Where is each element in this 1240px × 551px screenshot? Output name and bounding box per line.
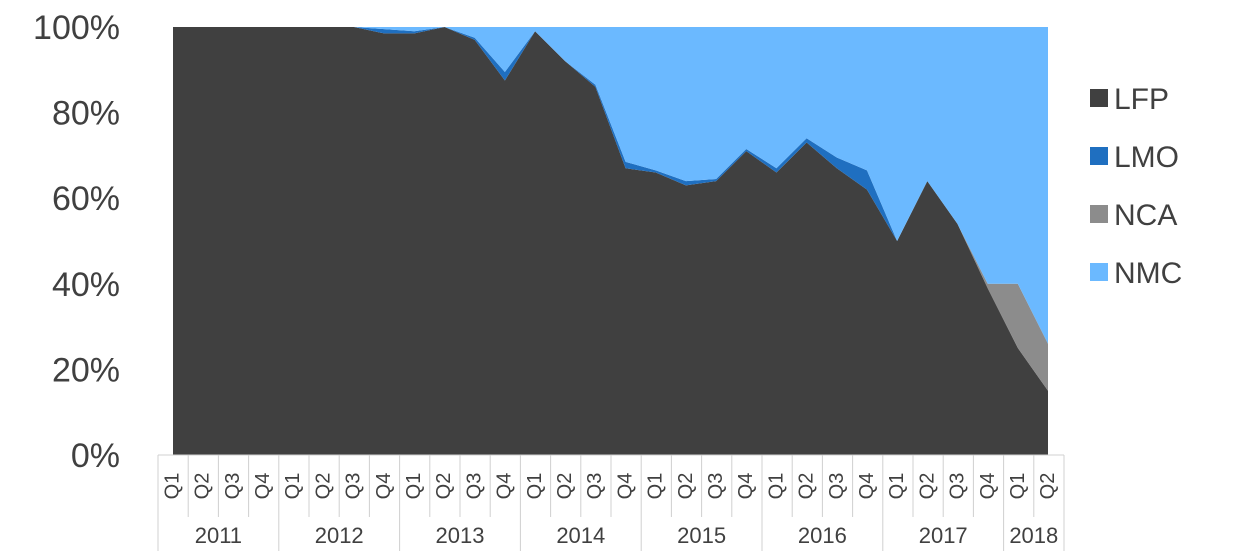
x-tick-label-quarter: Q2 xyxy=(916,473,938,500)
x-tick-label-year: 2014 xyxy=(556,523,605,548)
x-tick-label-year: 2013 xyxy=(436,523,485,548)
plot-areas xyxy=(173,27,1048,455)
y-tick-label: 60% xyxy=(52,180,120,218)
legend-swatch-nmc xyxy=(1090,263,1108,281)
x-tick-label-quarter: Q2 xyxy=(796,473,818,500)
legend-label-nmc: NMC xyxy=(1114,257,1182,290)
legend-swatch-lmo xyxy=(1090,147,1108,165)
x-tick-label-quarter: Q1 xyxy=(765,473,787,500)
x-tick-label-quarter: Q3 xyxy=(222,473,244,500)
x-tick-label-year: 2012 xyxy=(315,523,364,548)
legend-swatch-nca xyxy=(1090,205,1108,223)
x-tick-label-quarter: Q4 xyxy=(856,473,878,500)
x-tick-label-quarter: Q3 xyxy=(343,473,365,500)
x-tick-label-quarter: Q2 xyxy=(1037,473,1059,500)
x-tick-label-quarter: Q2 xyxy=(312,473,334,500)
y-tick-label: 20% xyxy=(52,351,120,389)
legend-label-lfp: LFP xyxy=(1114,83,1169,116)
x-tick-label-quarter: Q4 xyxy=(373,473,395,500)
x-tick-label-quarter: Q1 xyxy=(1007,473,1029,500)
y-tick-label: 100% xyxy=(33,9,120,47)
y-axis: 0% 20% 40% 60% 80% 100% xyxy=(33,9,120,475)
x-tick-label-quarter: Q2 xyxy=(433,473,455,500)
x-tick-label-quarter: Q4 xyxy=(735,473,757,500)
x-tick-label-quarter: Q1 xyxy=(161,473,183,500)
x-tick-label-quarter: Q1 xyxy=(524,473,546,500)
x-tick-label-quarter: Q2 xyxy=(675,473,697,500)
x-tick-label-quarter: Q4 xyxy=(252,473,274,500)
x-tick-label-quarter: Q1 xyxy=(282,473,304,500)
x-tick-label-quarter: Q3 xyxy=(463,473,485,500)
x-tick-label-quarter: Q3 xyxy=(584,473,606,500)
x-tick-label-quarter: Q1 xyxy=(886,473,908,500)
x-tick-label-quarter: Q4 xyxy=(977,473,999,500)
legend-swatch-lfp xyxy=(1090,89,1108,107)
x-tick-label-quarter: Q3 xyxy=(705,473,727,500)
legend: LFP LMO NCA NMC xyxy=(1090,83,1182,290)
x-tick-label-quarter: Q4 xyxy=(614,473,636,500)
area-lfp xyxy=(173,27,1048,455)
y-tick-label: 40% xyxy=(52,266,120,304)
x-tick-label-year: 2015 xyxy=(677,523,726,548)
area-nmc xyxy=(173,27,1048,344)
x-tick-label-year: 2016 xyxy=(798,523,847,548)
x-tick-label-quarter: Q3 xyxy=(947,473,969,500)
x-tick-label-quarter: Q4 xyxy=(494,473,516,500)
x-tick-label-year: 2011 xyxy=(195,523,242,548)
legend-label-nca: NCA xyxy=(1114,199,1177,232)
y-tick-label: 0% xyxy=(71,437,120,475)
y-tick-label: 80% xyxy=(52,95,120,133)
x-tick-label-quarter: Q1 xyxy=(403,473,425,500)
x-tick-label-quarter: Q1 xyxy=(645,473,667,500)
x-tick-label-quarter: Q2 xyxy=(192,473,214,500)
x-tick-label-year: 2018 xyxy=(1009,523,1058,548)
x-tick-label-quarter: Q3 xyxy=(826,473,848,500)
x-tick-label-quarter: Q2 xyxy=(554,473,576,500)
legend-label-lmo: LMO xyxy=(1114,141,1179,174)
x-tick-label-year: 2017 xyxy=(919,523,968,548)
x-axis: Q1 Q2 Q3 Q4 Q1 Q2 Q3 Q4 Q1 Q2 Q3 Q4 Q1 Q2 Q3 Q4 Q1 Q2 Q3 Q4… xyxy=(157,454,1065,551)
